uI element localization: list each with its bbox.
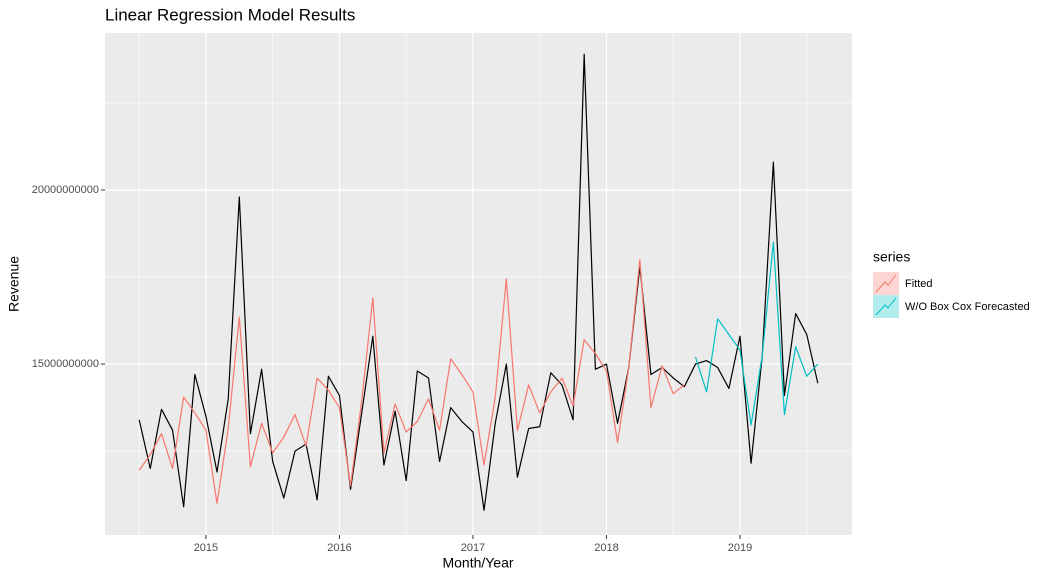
x-axis-label: Month/Year: [442, 555, 513, 571]
series-line: [138, 53, 819, 511]
legend-swatch: [875, 297, 897, 316]
series-line: [138, 259, 685, 504]
y-axis-label: Revenue: [6, 256, 22, 312]
series-line: [694, 241, 819, 426]
y-tick-label: 15000000000: [32, 358, 99, 370]
x-tick-label: 2015: [194, 542, 218, 554]
legend-label: W/O Box Cox Forecasted: [905, 301, 1030, 313]
x-tick-label: 2016: [327, 542, 351, 554]
x-tick-label: 2018: [594, 542, 618, 554]
chart-title: Linear Regression Model Results: [105, 5, 355, 24]
x-tick-label: 2017: [461, 542, 485, 554]
legend-swatch: [875, 274, 897, 293]
legend-title: series: [873, 249, 910, 265]
legend-label: Fitted: [905, 278, 933, 290]
y-tick-label: 20000000000: [32, 184, 99, 196]
x-tick-label: 2019: [728, 542, 752, 554]
